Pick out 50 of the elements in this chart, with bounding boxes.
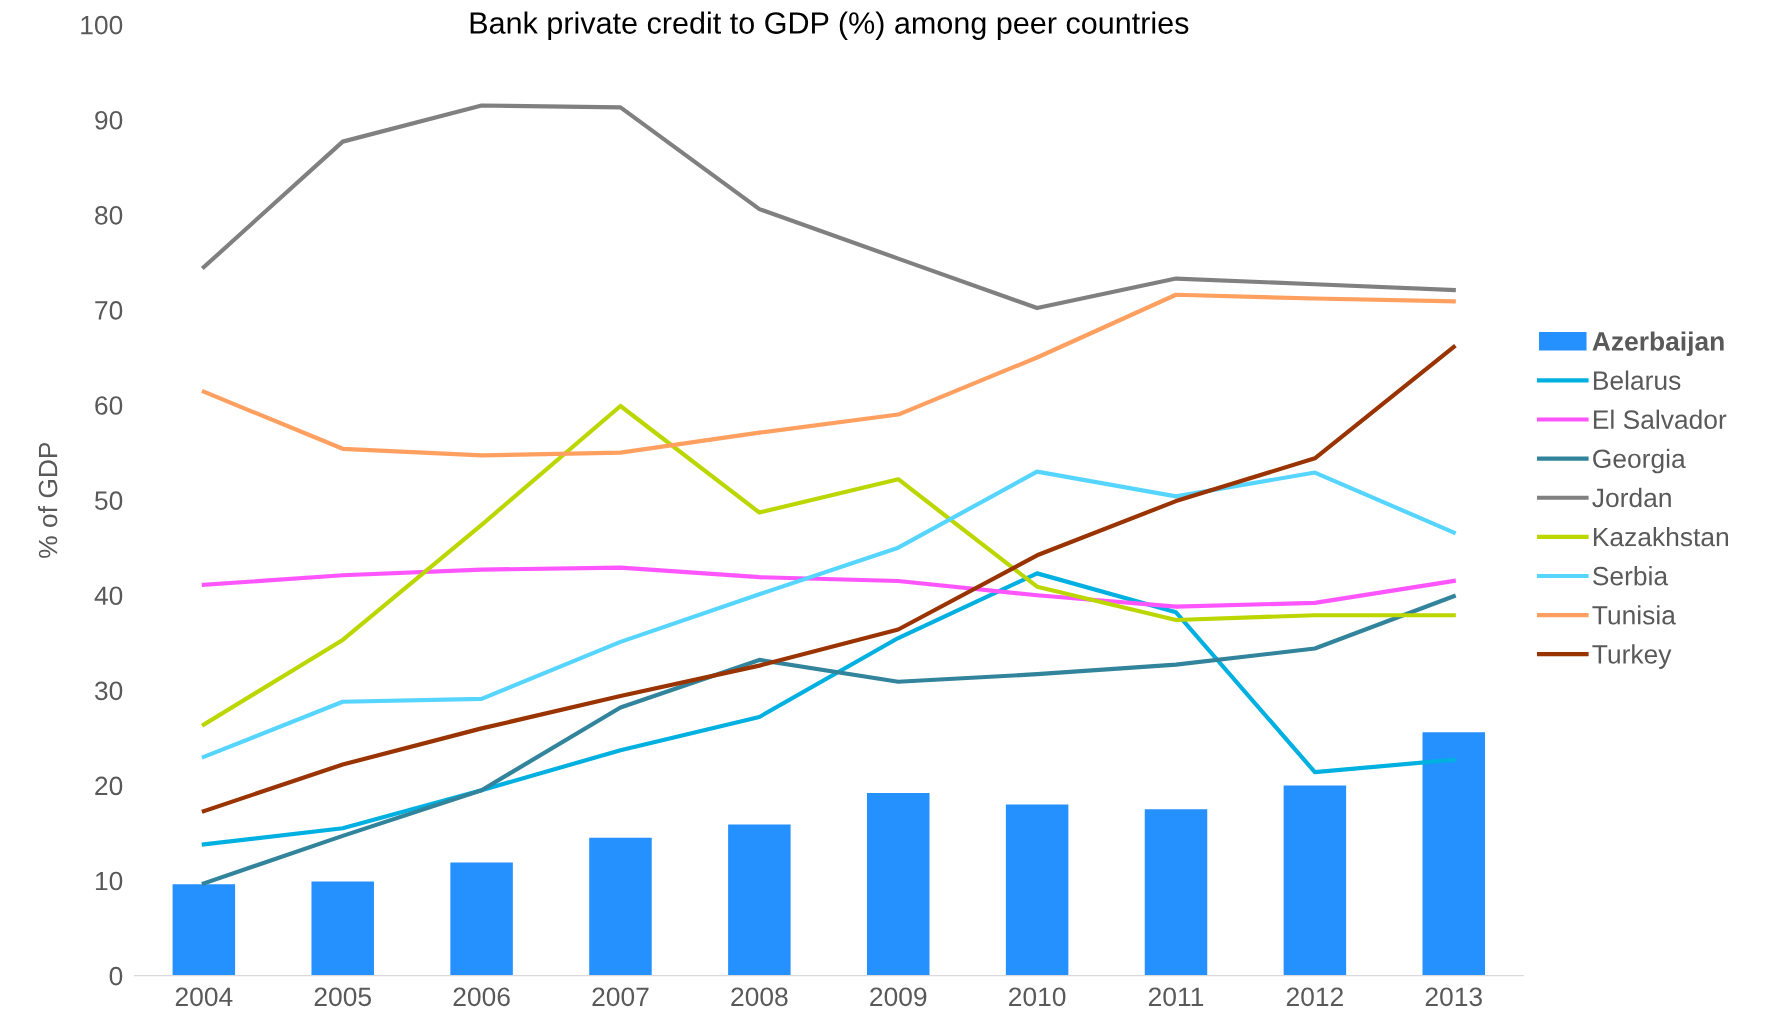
legend-label: Turkey [1592, 644, 1672, 669]
x-tick-label: 2006 [453, 987, 510, 1007]
legend-label: Belarus [1593, 370, 1681, 390]
line-series [201, 103, 1456, 311]
y-tick-label: 40 [94, 586, 123, 606]
y-tick-label: 80 [95, 205, 123, 225]
x-tick-label: 2012 [1286, 987, 1343, 1007]
legend-label: Jordan [1592, 487, 1671, 508]
x-tick-label: 2004 [175, 987, 233, 1007]
x-tick-label: 2010 [1009, 987, 1066, 1007]
y-tick-label: 0 [109, 966, 123, 986]
x-tick-label: 2011 [1148, 987, 1204, 1007]
legend-label: Serbia [1593, 566, 1669, 586]
y-tick-label: 100 [81, 15, 123, 35]
x-tick-label: 2007 [592, 987, 649, 1007]
legend-label: Tunisia [1592, 605, 1676, 625]
legend-label: El Salvador [1593, 409, 1727, 430]
line-series [201, 571, 1456, 847]
legend-label: Azerbaijan [1592, 331, 1724, 356]
legend-label: Kazakhstan [1593, 526, 1728, 547]
y-tick-label: 90 [95, 110, 123, 130]
chart-title: Bank private credit to GDP (%) among peer countries [470, 11, 1189, 40]
bar [1144, 809, 1208, 976]
x-tick-label: 2009 [870, 987, 927, 1007]
bar [1422, 732, 1486, 976]
line-series [201, 403, 1456, 727]
y-axis-title: % of GDP [38, 442, 58, 558]
y-tick-label: 20 [95, 776, 123, 796]
line-series [201, 594, 1456, 886]
x-tick-label: 2013 [1425, 987, 1482, 1007]
y-tick-label: 30 [94, 681, 123, 701]
line-series [201, 292, 1456, 458]
bar [172, 884, 236, 976]
bar [1005, 804, 1069, 976]
x-tick-label: 2008 [731, 987, 788, 1007]
bar [728, 824, 791, 976]
bar [866, 793, 930, 976]
line-series [201, 344, 1456, 814]
y-tick-label: 50 [95, 491, 123, 510]
y-tick-label: 70 [95, 301, 123, 320]
y-tick-label: 10 [95, 871, 123, 891]
legend-label: Georgia [1593, 448, 1686, 474]
line-series [201, 565, 1456, 609]
bar [1283, 785, 1347, 976]
bar [311, 881, 374, 976]
y-tick-label: 60 [95, 396, 123, 415]
x-tick-label: 2005 [314, 987, 371, 1007]
bar [450, 862, 513, 976]
line-series [201, 469, 1456, 760]
bar [589, 837, 652, 976]
